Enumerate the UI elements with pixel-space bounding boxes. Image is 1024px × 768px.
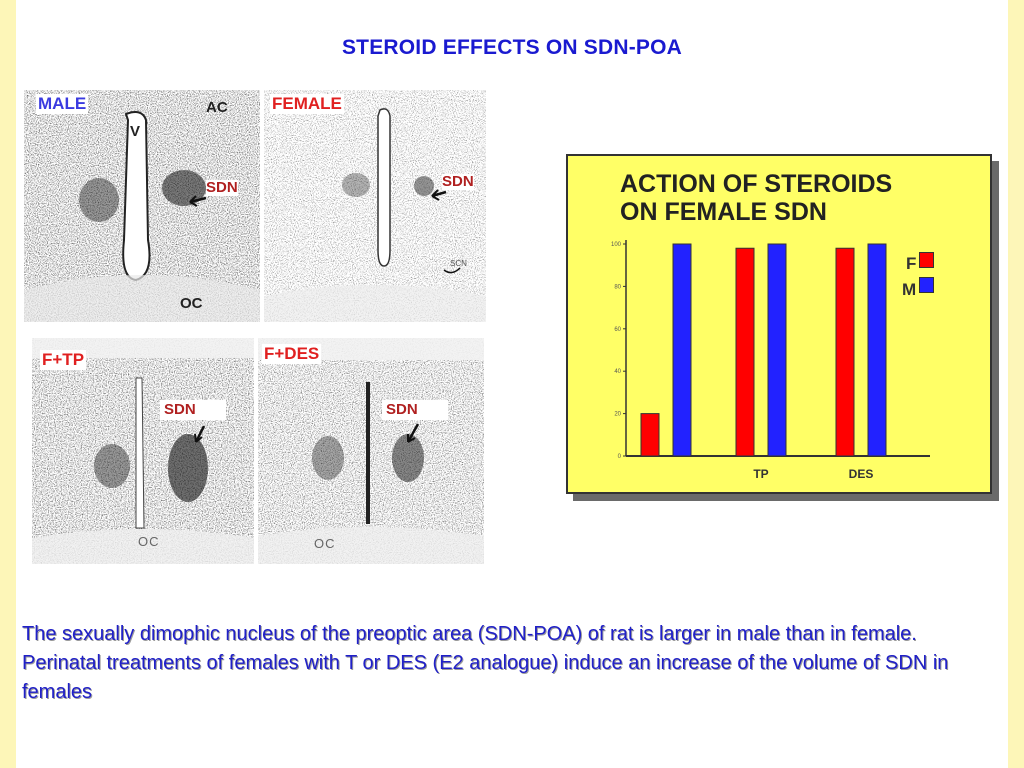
label-sdn-fdes: SDN: [382, 400, 448, 420]
bar-m-tp: [767, 243, 787, 457]
label-sdn-female: SDN: [442, 173, 474, 190]
bar-m-control: [672, 243, 692, 457]
chart-box: ACTION OF STEROIDS ON FEMALE SDN 0 20 40 60…: [566, 154, 992, 494]
panel-male: MALE V AC SDN OC: [24, 90, 260, 322]
legend-swatch-m: [919, 277, 934, 293]
y-tick-label: 0: [618, 454, 622, 460]
panel-label-female-text: FEMALE: [270, 94, 344, 114]
bar-f-tp: [735, 247, 755, 457]
male-section-image: [24, 90, 260, 322]
label-anterior-commissure: AC: [206, 99, 228, 116]
fdes-section-image: [258, 338, 484, 564]
bar-f-control: [640, 413, 660, 457]
y-tick-label: 60: [614, 327, 621, 333]
x-tick-label: TP: [753, 467, 768, 481]
slide-title: STEROID EFFECTS ON SDN-POA: [341, 36, 683, 59]
label-ventricle: V: [130, 123, 141, 140]
label-oc-ftp: OC: [138, 534, 160, 549]
label-scn-female: SCN: [450, 259, 467, 268]
caption-line-1: The sexually dimophic nucleus of the pre…: [22, 623, 917, 645]
chart-title: ACTION OF STEROIDS ON FEMALE SDN: [620, 170, 893, 226]
caption-line-2: Perinatal treatments of females with T o…: [22, 652, 949, 703]
y-tick-label: 40: [614, 369, 621, 375]
caption: The sexually dimophic nucleus of the pre…: [22, 620, 1002, 707]
legend-label-m: M: [902, 280, 917, 299]
label-sdn-male: SDN: [206, 179, 238, 196]
bar-chart: 0 20 40 60 80 100 TP DES: [611, 240, 930, 481]
bar-m-des: [867, 243, 887, 457]
panel-label-male: MALE: [36, 94, 89, 114]
label-sdn-ftp: SDN: [160, 400, 226, 420]
ftp-section-image: [32, 338, 254, 564]
y-tick-label: 100: [611, 242, 622, 248]
bar-f-des: [835, 247, 855, 457]
label-oc-fdes: OC: [314, 536, 336, 551]
label-optic-chiasm: OC: [180, 295, 203, 312]
legend-swatch-f: [919, 252, 934, 268]
panel-label-ftp: F+TP: [40, 350, 87, 370]
panel-fdes: F+DES SDN OC: [258, 338, 484, 564]
panel-label-fdes: F+DES: [262, 344, 322, 364]
legend-label-f: F: [906, 254, 917, 273]
panel-ftp: F+TP SDN OC: [32, 338, 254, 564]
y-tick-label: 20: [614, 412, 621, 418]
female-section-image: [264, 90, 486, 322]
x-tick-label: DES: [849, 467, 874, 481]
y-tick-label: 80: [614, 284, 621, 290]
panel-female: FEMALE SDN SCN: [264, 90, 486, 322]
